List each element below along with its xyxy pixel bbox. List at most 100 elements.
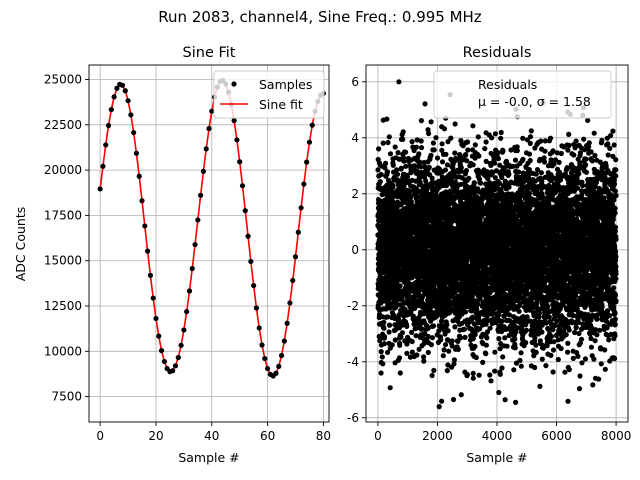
residual-point	[457, 293, 463, 299]
residual-point	[478, 180, 484, 186]
residual-point	[395, 150, 401, 156]
sample-point	[234, 137, 240, 143]
residual-point	[496, 389, 502, 396]
sample-point	[114, 85, 120, 91]
sample-point	[125, 98, 131, 104]
residual-point	[518, 350, 524, 356]
sample-point	[150, 295, 156, 301]
residual-point	[489, 135, 495, 141]
residual-point	[419, 326, 425, 332]
sample-point	[97, 186, 103, 192]
sample-point	[178, 342, 184, 348]
residual-point	[389, 342, 395, 348]
residual-point	[378, 349, 384, 355]
residual-point	[475, 301, 481, 307]
residual-point	[500, 148, 506, 154]
sample-point	[203, 146, 209, 152]
residual-point	[428, 342, 434, 348]
residual-point	[401, 192, 407, 198]
sine-fit-x-tick-label: 60	[260, 429, 275, 443]
sine-fit-ylabel: ADC Counts	[13, 207, 28, 282]
residual-point	[498, 129, 504, 136]
residual-point	[502, 397, 508, 403]
residual-point	[499, 318, 505, 324]
sample-point	[147, 272, 153, 278]
residual-point	[425, 325, 431, 331]
residual-point	[381, 319, 387, 325]
sine-fit-xlabel: Sample #	[178, 450, 239, 465]
residual-point	[399, 200, 405, 206]
residual-point	[512, 336, 518, 342]
sample-point	[231, 118, 237, 124]
sample-point	[105, 122, 112, 129]
residual-point	[382, 165, 388, 171]
residual-point	[434, 155, 441, 161]
residual-point	[442, 167, 448, 173]
residual-point	[398, 334, 404, 340]
sample-point	[128, 112, 134, 118]
residual-point	[392, 337, 398, 343]
residual-point	[455, 338, 461, 344]
sample-point	[198, 192, 204, 198]
residual-point	[470, 336, 476, 342]
residual-point	[418, 164, 424, 170]
figure-title: Run 2083, channel4, Sine Freq.: 0.995 MH…	[158, 8, 482, 26]
sample-point	[276, 363, 282, 369]
sample-point	[100, 163, 106, 169]
sample-point	[259, 342, 265, 348]
sample-point	[170, 368, 176, 374]
residual-point	[445, 139, 451, 145]
sample-point	[309, 122, 315, 128]
sample-point	[200, 168, 207, 174]
sample-point	[265, 365, 271, 372]
residual-point	[512, 345, 518, 351]
residual-point	[380, 361, 386, 367]
sample-point	[142, 223, 148, 229]
residual-point	[428, 152, 434, 158]
sample-point	[273, 370, 279, 376]
residual-point	[421, 354, 427, 360]
residual-point	[483, 342, 489, 348]
residual-point	[401, 158, 407, 164]
sine-fit-panel: Sine Fit 0 20 40 60 80 750010000125001500017…	[13, 45, 331, 465]
residual-point	[386, 134, 392, 140]
residual-point	[404, 323, 410, 329]
residual-point	[455, 346, 461, 352]
residual-point	[483, 139, 489, 145]
residual-point	[491, 160, 498, 166]
residual-point	[487, 372, 493, 378]
sample-point	[145, 248, 151, 254]
residual-point	[414, 168, 420, 174]
residual-point	[419, 294, 425, 300]
sample-point	[295, 229, 301, 235]
sample-point	[278, 352, 285, 359]
residual-point	[408, 199, 414, 205]
sine-fit-x-tick-label: 20	[148, 429, 163, 443]
residual-point	[470, 162, 476, 168]
residual-point	[409, 329, 415, 335]
residual-point	[518, 363, 524, 369]
residual-point	[428, 119, 434, 125]
residual-point	[429, 372, 435, 379]
residual-point	[452, 121, 458, 127]
sample-point	[122, 88, 128, 94]
residual-point	[495, 149, 501, 156]
residual-point	[476, 372, 482, 378]
residual-point	[384, 116, 390, 122]
residual-point	[409, 349, 415, 355]
sine-fit-title: Sine Fit	[183, 45, 236, 61]
residual-point	[472, 155, 478, 161]
residual-point	[475, 134, 481, 140]
sample-point	[158, 348, 165, 354]
residual-point	[396, 79, 402, 85]
residual-point	[464, 158, 470, 164]
residual-point	[429, 335, 435, 341]
residual-point	[517, 357, 523, 364]
sample-point	[301, 181, 307, 187]
sample-point	[184, 309, 190, 315]
sine-fit-y-tick-label: 15000	[44, 254, 82, 268]
residual-point	[380, 140, 386, 146]
sample-point	[161, 358, 167, 365]
residual-point	[470, 370, 476, 376]
